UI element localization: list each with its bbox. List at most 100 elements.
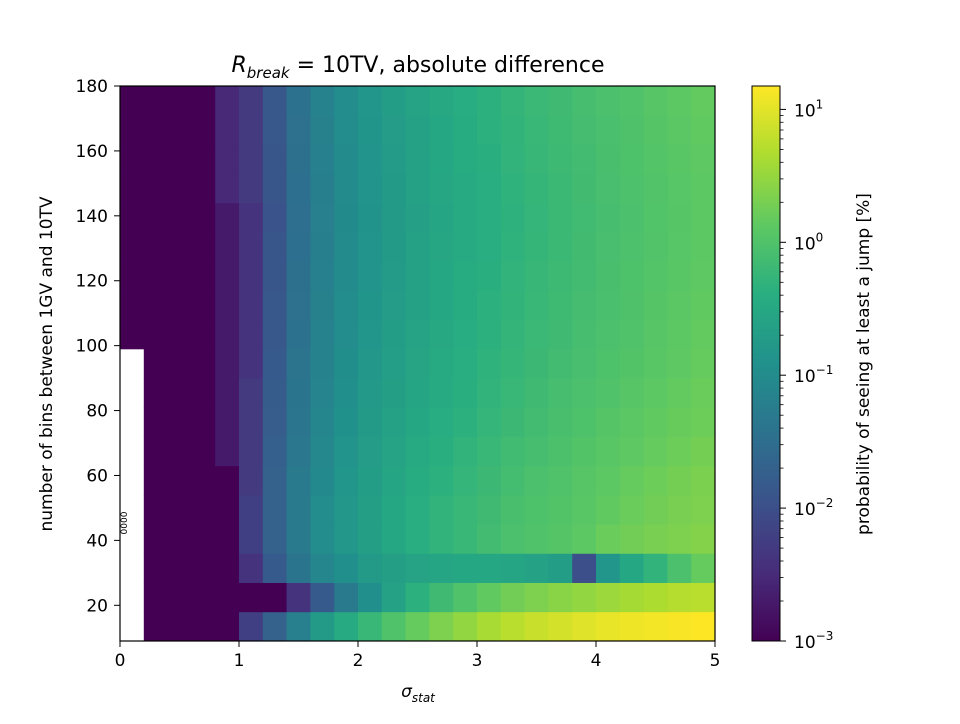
heatmap-cell <box>596 524 621 554</box>
heatmap-cell <box>215 465 240 496</box>
colorbar <box>751 85 781 642</box>
heatmap-cell <box>429 582 454 613</box>
heatmap-cell <box>143 582 168 613</box>
heatmap-cell <box>167 290 192 321</box>
heatmap-cell <box>572 319 597 350</box>
heatmap-cell <box>334 494 359 525</box>
heatmap-cell <box>477 232 502 262</box>
heatmap-cell <box>381 407 406 437</box>
heatmap-cell <box>405 494 430 525</box>
heatmap-cell <box>358 173 383 204</box>
heatmap-cell <box>500 348 525 379</box>
heatmap-cell <box>405 582 430 613</box>
colorbar-tick-label: 10−3 <box>794 629 833 653</box>
heatmap-cell <box>286 86 311 116</box>
heatmap-cell <box>572 232 597 262</box>
heatmap-cell <box>453 290 478 321</box>
heatmap-cell <box>358 436 383 467</box>
heatmap-cell <box>167 86 192 116</box>
heatmap-cell <box>429 173 454 204</box>
heatmap-cell <box>500 465 525 496</box>
x-tick-label: 3 <box>472 651 483 671</box>
heatmap-cell <box>191 553 216 583</box>
y-tick-label: 160 <box>76 142 108 162</box>
heatmap-cell <box>310 86 335 116</box>
heatmap-cell <box>619 407 644 437</box>
heatmap-cell <box>643 232 668 262</box>
heatmap-cell <box>191 232 216 262</box>
heatmap-cell <box>619 290 644 321</box>
heatmap-cell <box>453 319 478 350</box>
heatmap-cell <box>167 348 192 379</box>
heatmap-cell <box>143 436 168 467</box>
heatmap-cell <box>477 173 502 204</box>
heatmap-cell <box>239 144 264 175</box>
heatmap-cell <box>643 290 668 321</box>
heatmap-cell <box>691 86 716 116</box>
heatmap-cell <box>477 202 502 233</box>
heatmap-cell <box>619 232 644 262</box>
heatmap-cell <box>191 494 216 525</box>
heatmap-cell <box>143 407 168 437</box>
heatmap-cell <box>691 232 716 262</box>
heatmap-cell <box>500 232 525 262</box>
heatmap-cell <box>358 378 383 408</box>
heatmap-cell <box>524 202 549 233</box>
heatmap-cell <box>548 261 573 291</box>
heatmap-cell <box>239 86 264 116</box>
y-axis-label: number of bins between 1GV and 10TV <box>37 196 57 531</box>
y-tick-label: 80 <box>86 402 108 422</box>
heatmap-cell <box>405 378 430 408</box>
heatmap-cell <box>596 86 621 116</box>
y-tick-label: 120 <box>76 272 108 292</box>
heatmap-cell <box>239 378 264 408</box>
heatmap-cell <box>429 202 454 233</box>
heatmap-cell <box>358 611 383 642</box>
heatmap-cell <box>691 173 716 204</box>
heatmap-cell <box>334 465 359 496</box>
heatmap-cell <box>310 436 335 467</box>
heatmap-cell <box>191 378 216 408</box>
heatmap-cell <box>596 115 621 145</box>
heatmap-cell <box>691 319 716 350</box>
heatmap-cell <box>215 202 240 233</box>
heatmap-cell <box>143 202 168 233</box>
heatmap-cell <box>310 407 335 437</box>
heatmap-cell <box>358 465 383 496</box>
colorbar-tick-label: 10−1 <box>794 363 833 387</box>
heatmap-cell <box>191 611 216 642</box>
heatmap-cell <box>358 144 383 175</box>
heatmap-cell <box>667 290 692 321</box>
colorbar-tick-label: 100 <box>794 230 823 254</box>
heatmap-cell <box>358 261 383 291</box>
heatmap-cell <box>524 611 549 642</box>
heatmap-cell <box>429 348 454 379</box>
heatmap-cell <box>572 348 597 379</box>
heatmap-cell <box>667 378 692 408</box>
heatmap-cell <box>477 494 502 525</box>
heatmap-cell <box>572 494 597 525</box>
heatmap-cell <box>524 436 549 467</box>
heatmap-cell <box>691 115 716 145</box>
heatmap-cell <box>310 261 335 291</box>
heatmap-cell <box>167 407 192 437</box>
y-tick-label: 100 <box>76 337 108 357</box>
heatmap-cell <box>453 611 478 642</box>
heatmap-cell <box>167 261 192 291</box>
heatmap-cell <box>286 436 311 467</box>
heatmap-cell <box>239 232 264 262</box>
heatmap-cell <box>262 494 287 525</box>
heatmap-cell <box>596 173 621 204</box>
heatmap-cell <box>572 436 597 467</box>
heatmap-cell <box>572 465 597 496</box>
heatmap-cell <box>310 319 335 350</box>
heatmap-cell <box>310 494 335 525</box>
heatmap-cell <box>310 465 335 496</box>
heatmap-cell <box>381 261 406 291</box>
heatmap-cell <box>405 319 430 350</box>
heatmap-cell <box>453 115 478 145</box>
y-tick-label: 40 <box>86 531 108 551</box>
heatmap-cell <box>381 494 406 525</box>
heatmap-cell <box>572 144 597 175</box>
heatmap-cell <box>381 378 406 408</box>
